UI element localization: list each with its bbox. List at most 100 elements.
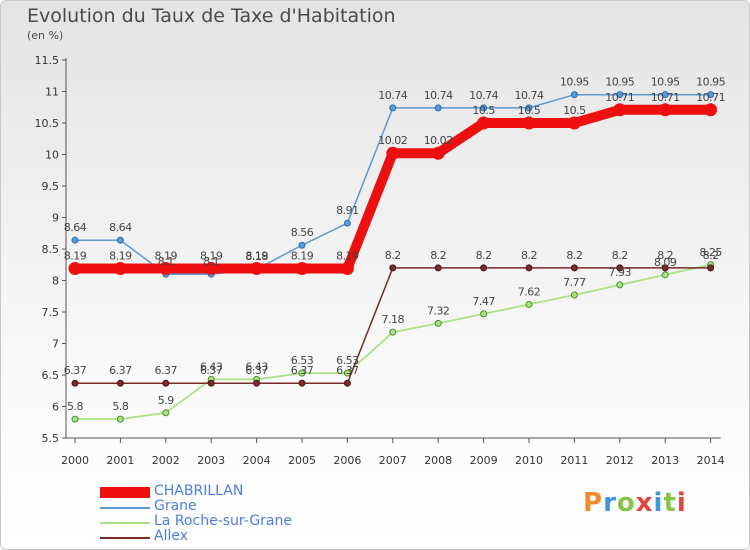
- data-point-allex: [661, 264, 669, 272]
- legend-swatch: [100, 487, 150, 498]
- logo-letter: x: [635, 488, 654, 518]
- data-label-allex: 8.2: [430, 249, 446, 262]
- data-point-allex: [343, 379, 351, 387]
- data-point-grane: [298, 241, 306, 249]
- data-point-allex: [707, 264, 715, 272]
- x-tick-label: 2005: [288, 454, 316, 467]
- data-point-la-roche-sur-grane: [661, 271, 669, 279]
- data-point-la-roche-sur-grane: [480, 310, 488, 318]
- data-point-allex: [616, 264, 624, 272]
- x-tick-label: 2004: [243, 454, 271, 467]
- legend-swatch: [100, 522, 150, 524]
- legend-label: Allex: [154, 528, 189, 544]
- logo-letter: r: [603, 488, 617, 518]
- data-label-chabrillan: 10.71: [605, 91, 634, 104]
- data-label-grane: 10.74: [424, 89, 453, 102]
- data-label-grane: 10.74: [515, 89, 544, 102]
- data-label-la-roche-sur-grane: 8.25: [699, 246, 722, 259]
- y-tick-label: 6: [52, 401, 59, 414]
- legend-swatch: [100, 507, 150, 509]
- data-label-grane: 10.74: [378, 89, 407, 102]
- data-point-allex: [162, 379, 170, 387]
- data-point-chabrillan: [704, 103, 718, 117]
- data-label-grane: 8.1: [203, 255, 219, 268]
- proxiti-logo: Proxiti: [583, 488, 687, 518]
- data-label-chabrillan: 8.19: [155, 250, 178, 263]
- legend-label: La Roche-sur-Grane: [154, 513, 292, 529]
- data-label-grane: 8.18: [245, 250, 268, 263]
- y-tick-label: 11.5: [35, 54, 60, 67]
- data-label-grane: 10.95: [560, 76, 589, 89]
- data-point-la-roche-sur-grane: [570, 291, 578, 299]
- data-point-allex: [207, 379, 215, 387]
- data-label-allex: 8.2: [385, 249, 401, 262]
- data-point-grane: [116, 236, 124, 244]
- data-label-la-roche-sur-grane: 7.32: [427, 304, 450, 317]
- data-label-la-roche-sur-grane: 5.8: [67, 400, 83, 413]
- x-tick-label: 2002: [152, 454, 180, 467]
- data-point-grane: [616, 91, 624, 99]
- data-point-grane: [570, 91, 578, 99]
- data-label-allex: 6.37: [200, 364, 223, 377]
- data-label-allex: 6.37: [64, 364, 87, 377]
- data-point-allex: [434, 264, 442, 272]
- x-tick-label: 2011: [560, 454, 588, 467]
- x-tick-label: 2008: [424, 454, 452, 467]
- data-label-allex: 8.2: [657, 249, 673, 262]
- data-label-allex: 6.37: [109, 364, 132, 377]
- data-point-chabrillan: [113, 262, 127, 276]
- data-label-chabrillan: 10.5: [472, 104, 495, 117]
- x-tick-label: 2009: [470, 454, 498, 467]
- data-point-chabrillan: [477, 116, 491, 130]
- x-tick-label: 2010: [515, 454, 543, 467]
- data-point-grane: [480, 104, 488, 112]
- data-point-grane: [389, 104, 397, 112]
- data-point-grane: [343, 219, 351, 227]
- data-label-chabrillan: 8.19: [291, 250, 314, 263]
- data-label-allex: 8.2: [566, 249, 582, 262]
- data-label-grane: 8.1: [158, 255, 174, 268]
- data-label-chabrillan: 10.5: [518, 104, 541, 117]
- data-point-allex: [116, 379, 124, 387]
- x-tick-label: 2006: [333, 454, 361, 467]
- data-label-grane: 8.91: [336, 204, 359, 217]
- data-point-allex: [253, 379, 261, 387]
- data-label-grane: 8.64: [109, 221, 132, 234]
- logo-letter: P: [583, 488, 604, 518]
- logo-letter: i: [676, 488, 687, 518]
- data-label-allex: 6.37: [245, 364, 268, 377]
- logo-letter: i: [653, 488, 664, 518]
- data-label-allex: 6.37: [155, 364, 178, 377]
- data-point-allex: [389, 264, 397, 272]
- data-point-la-roche-sur-grane: [116, 415, 124, 423]
- x-tick-label: 2013: [651, 454, 679, 467]
- data-point-grane: [71, 236, 79, 244]
- data-point-grane: [661, 91, 669, 99]
- data-point-chabrillan: [613, 103, 627, 117]
- data-point-chabrillan: [295, 262, 309, 276]
- data-point-allex: [71, 379, 79, 387]
- data-point-allex: [298, 379, 306, 387]
- chart-title: Evolution du Taux de Taxe d'Habitation: [27, 5, 396, 27]
- data-label-la-roche-sur-grane: 7.77: [563, 276, 586, 289]
- logo-letter: o: [616, 488, 636, 518]
- data-point-la-roche-sur-grane: [389, 328, 397, 336]
- data-label-allex: 8.2: [612, 249, 628, 262]
- data-label-la-roche-sur-grane: 7.47: [472, 295, 495, 308]
- data-label-grane: 10.95: [651, 76, 680, 89]
- data-label-la-roche-sur-grane: 7.62: [518, 285, 541, 298]
- data-label-la-roche-sur-grane: 6.53: [291, 354, 314, 367]
- legend-label: Grane: [154, 498, 197, 514]
- logo-letter: t: [663, 488, 677, 518]
- data-point-la-roche-sur-grane: [162, 409, 170, 417]
- data-label-allex: 6.37: [336, 364, 359, 377]
- data-point-chabrillan: [386, 146, 400, 160]
- data-point-chabrillan: [658, 103, 672, 117]
- y-tick-label: 7: [52, 338, 59, 351]
- data-point-chabrillan: [340, 262, 354, 276]
- data-label-la-roche-sur-grane: 6.43: [200, 360, 223, 373]
- data-point-allex: [570, 264, 578, 272]
- legend-label: CHABRILLAN: [154, 483, 244, 499]
